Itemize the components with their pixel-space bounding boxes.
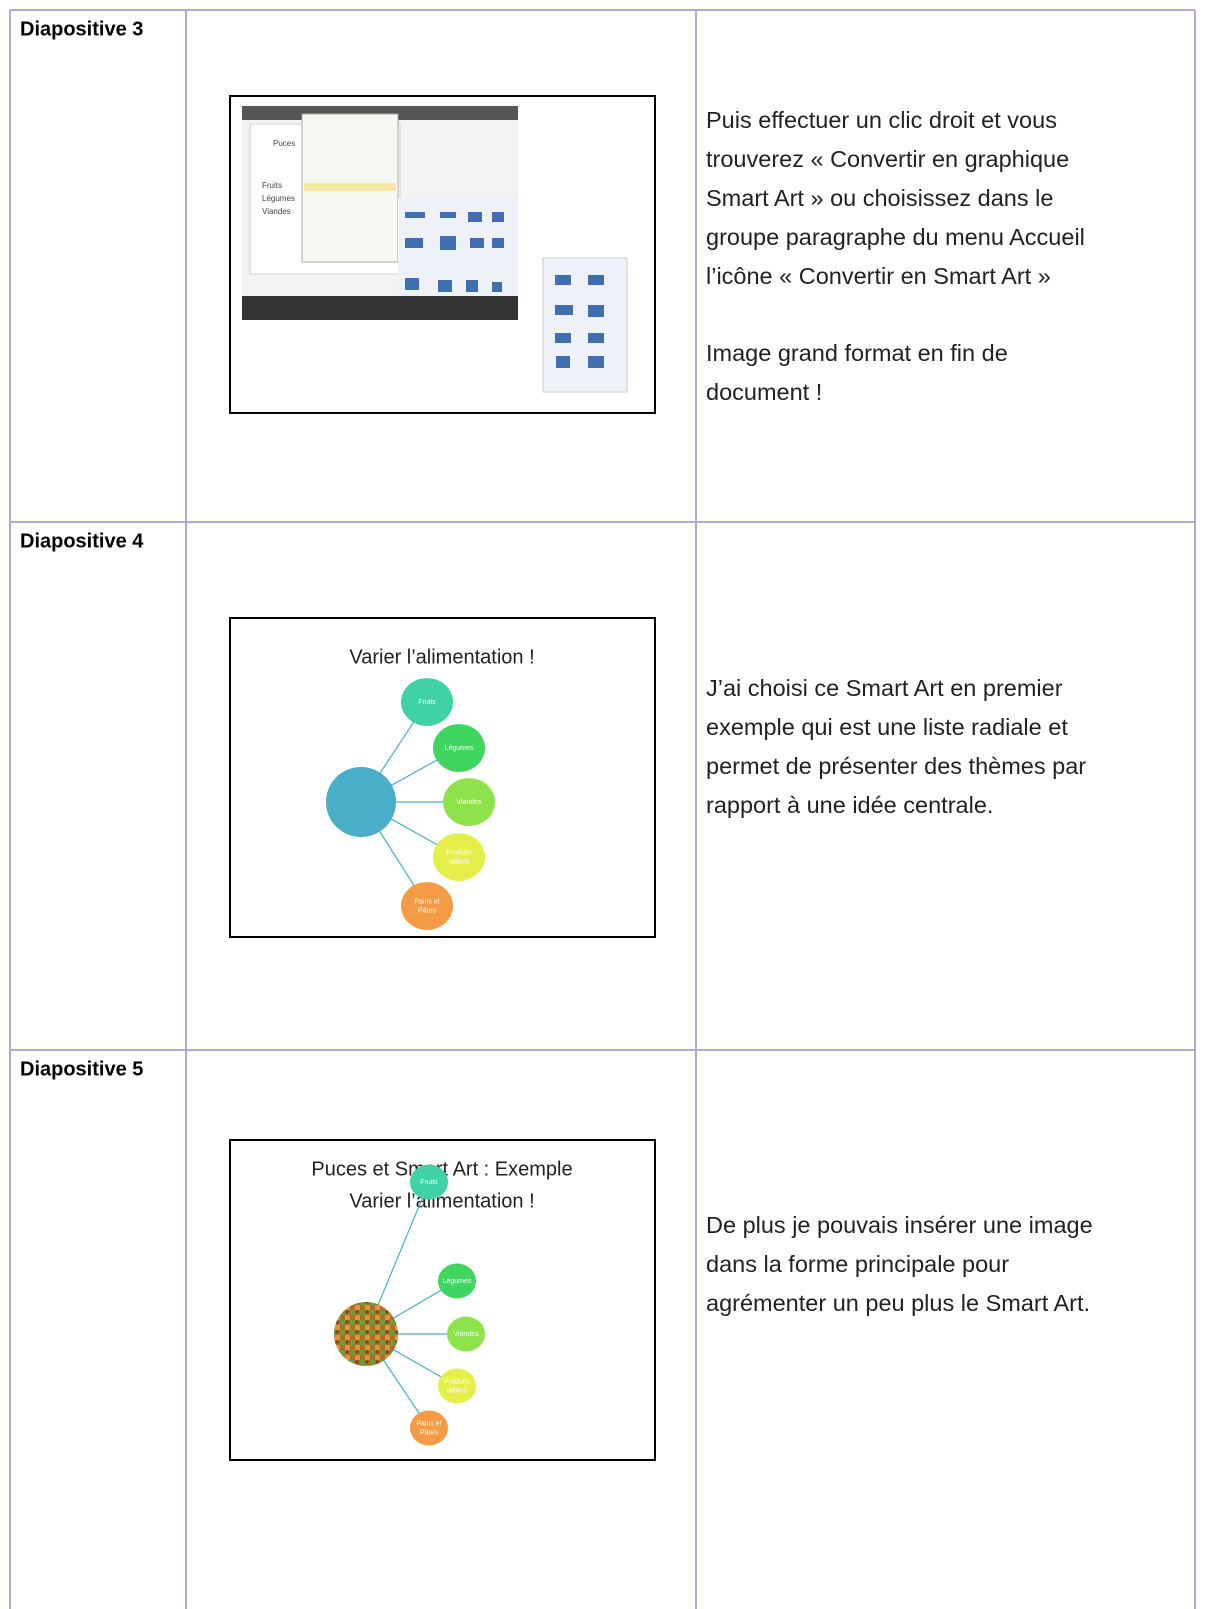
node-label: Pâtes	[418, 907, 436, 914]
slide-label: Diapositive 4	[20, 530, 144, 552]
slide-title: Varier l’alimentation !	[349, 1190, 534, 1212]
slide-label: Diapositive 3	[20, 18, 143, 40]
screenshot-text: Fruits	[262, 181, 282, 190]
radial-node	[401, 882, 453, 930]
radial-node	[433, 833, 485, 881]
slide-frame	[229, 617, 656, 938]
description-line: dans la forme principale pour	[706, 1251, 1009, 1277]
description-line: De plus je pouvais insérer une image	[706, 1212, 1093, 1238]
radial-node	[401, 678, 453, 726]
description-line: trouverez « Convertir en graphique	[706, 146, 1069, 172]
node-label: Viandes	[456, 799, 482, 806]
slide-title: Varier l’alimentation !	[349, 646, 534, 668]
description-line: permet de présenter des thèmes par	[706, 753, 1086, 779]
node-label: laitiers	[447, 1387, 468, 1394]
description-line: groupe paragraphe du menu Accueil	[706, 224, 1085, 250]
description-line: exemple qui est une liste radiale et	[706, 714, 1068, 740]
table-grid	[9, 9, 1196, 1609]
description-line: Image grand format en fin de	[706, 340, 1008, 366]
description-line: J’ai choisi ce Smart Art en premier	[706, 675, 1063, 701]
node-label: Viandes	[453, 1331, 479, 1338]
radial-node	[410, 1164, 448, 1200]
node-label: Légumes	[443, 1278, 472, 1285]
node-label: Légumes	[445, 745, 474, 752]
description-line: Puis effectuer un clic droit et vous	[706, 107, 1057, 133]
description-line: agrémenter un peu plus le Smart Art.	[706, 1290, 1090, 1316]
screenshot-slide	[229, 95, 656, 414]
node-label: Produits	[444, 1378, 470, 1385]
radial-node	[438, 1263, 476, 1299]
radial-node	[433, 724, 485, 772]
central-shape	[326, 767, 396, 837]
radial-node	[438, 1368, 476, 1404]
description-line: Smart Art » ou choisissez dans le	[706, 185, 1053, 211]
screenshot-text: Puces	[273, 139, 295, 148]
node-label: Fruits	[418, 699, 436, 706]
description-line: document !	[706, 379, 822, 405]
node-label: Fruits	[420, 1179, 438, 1186]
node-label: Produits	[446, 849, 472, 856]
node-label: Pains et	[414, 898, 439, 905]
node-label: laitiers	[449, 858, 470, 865]
description-line: rapport à une idée centrale.	[706, 792, 993, 818]
description-line: l’icône « Convertir en Smart Art »	[706, 263, 1051, 289]
node-label: Pains et	[416, 1420, 441, 1427]
screenshot-text: Viandes	[262, 207, 291, 216]
radial-node	[443, 778, 495, 826]
screenshot-text: Légumes	[262, 194, 295, 203]
radial-node	[410, 1410, 448, 1446]
radial-node	[447, 1316, 485, 1352]
central-shape	[334, 1302, 398, 1366]
slide-label: Diapositive 5	[20, 1058, 143, 1080]
node-label: Pâtes	[420, 1429, 438, 1436]
